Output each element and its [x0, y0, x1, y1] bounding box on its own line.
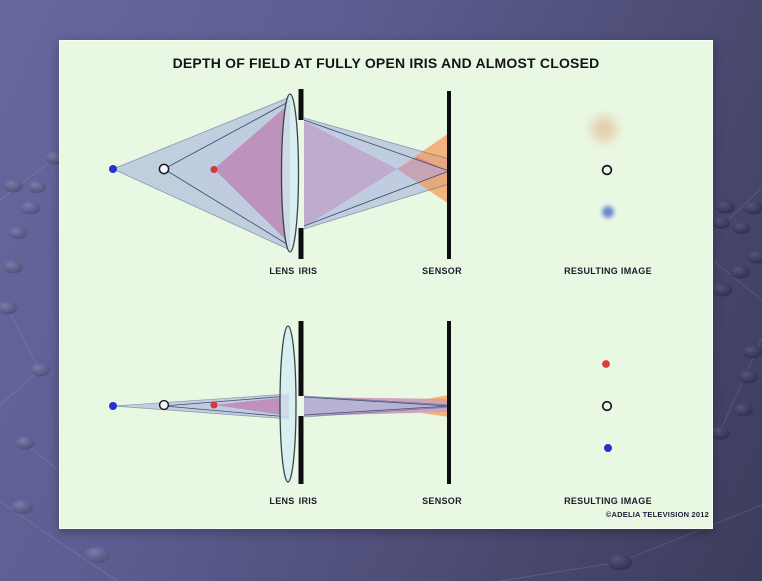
red-object-point: [210, 165, 218, 174]
diagram-iris-almost-closed: [109, 321, 613, 484]
red-fringe-bottom: [421, 411, 449, 417]
result-red-large-blur: [591, 116, 617, 142]
label-sensor-bottom: SENSOR: [422, 496, 462, 506]
red-point-cone-right: [304, 121, 397, 227]
resulting-image-closed-iris: [601, 360, 613, 452]
red-point-beam-right: [304, 397, 449, 416]
blue-point-cone-left: [113, 97, 290, 250]
copyright-notice: ©ADELIA TELEVISION 2012: [605, 510, 709, 519]
focus-beam-edges: [163, 395, 450, 418]
focus-point-beam-right: [304, 397, 449, 415]
lens: [279, 325, 297, 483]
label-resulting-image-bottom: RESULTING IMAGE: [564, 496, 652, 506]
label-sensor-top: SENSOR: [422, 266, 462, 276]
label-lens-bottom: LENS: [269, 496, 295, 506]
iris-blade-bottom: [298, 416, 304, 484]
label-iris-top: IRIS: [298, 266, 318, 276]
blue-point-beam-right: [304, 396, 449, 417]
iris-blade-top: [298, 321, 304, 396]
result-ring-sharp: [601, 400, 613, 412]
label-iris-bottom: IRIS: [298, 496, 318, 506]
focus-object-ring: [158, 399, 170, 411]
red-object-point: [210, 401, 218, 409]
focus-point-cone-right: [304, 120, 449, 226]
cone-overlap-patch: [397, 157, 449, 182]
result-blue-soft-blur: [602, 206, 614, 218]
red-point-cone-left: [214, 103, 290, 244]
red-point-beam-left: [214, 397, 289, 416]
blue-cone-edges: [112, 96, 450, 251]
result-ring-sharp: [601, 164, 613, 176]
slide-panel: DEPTH OF FIELD AT FULLY OPEN IRIS AND AL…: [59, 40, 713, 529]
optics-diagram: [109, 89, 617, 484]
result-red-sharp: [602, 360, 610, 368]
wallpaper-lines: [0, 157, 762, 581]
result-blue-sharp: [604, 444, 612, 452]
red-fringe-top: [421, 395, 449, 401]
slide-title: DEPTH OF FIELD AT FULLY OPEN IRIS AND AL…: [172, 55, 600, 71]
diagram-fully-open-iris: [109, 89, 617, 259]
focus-object-ring: [158, 163, 170, 175]
lens: [280, 93, 300, 253]
focus-cone-edges: [163, 100, 450, 247]
resulting-image-open-iris: [591, 116, 617, 218]
label-resulting-image-top: RESULTING IMAGE: [564, 266, 652, 276]
blue-object-point: [109, 165, 117, 173]
blue-object-point: [109, 402, 117, 410]
sensor: [447, 91, 451, 259]
blue-beam-edges: [112, 393, 450, 420]
iris-blade-top: [298, 89, 304, 120]
sensor: [447, 321, 451, 484]
label-lens-top: LENS: [269, 266, 295, 276]
iris-blade-bottom: [298, 228, 304, 259]
